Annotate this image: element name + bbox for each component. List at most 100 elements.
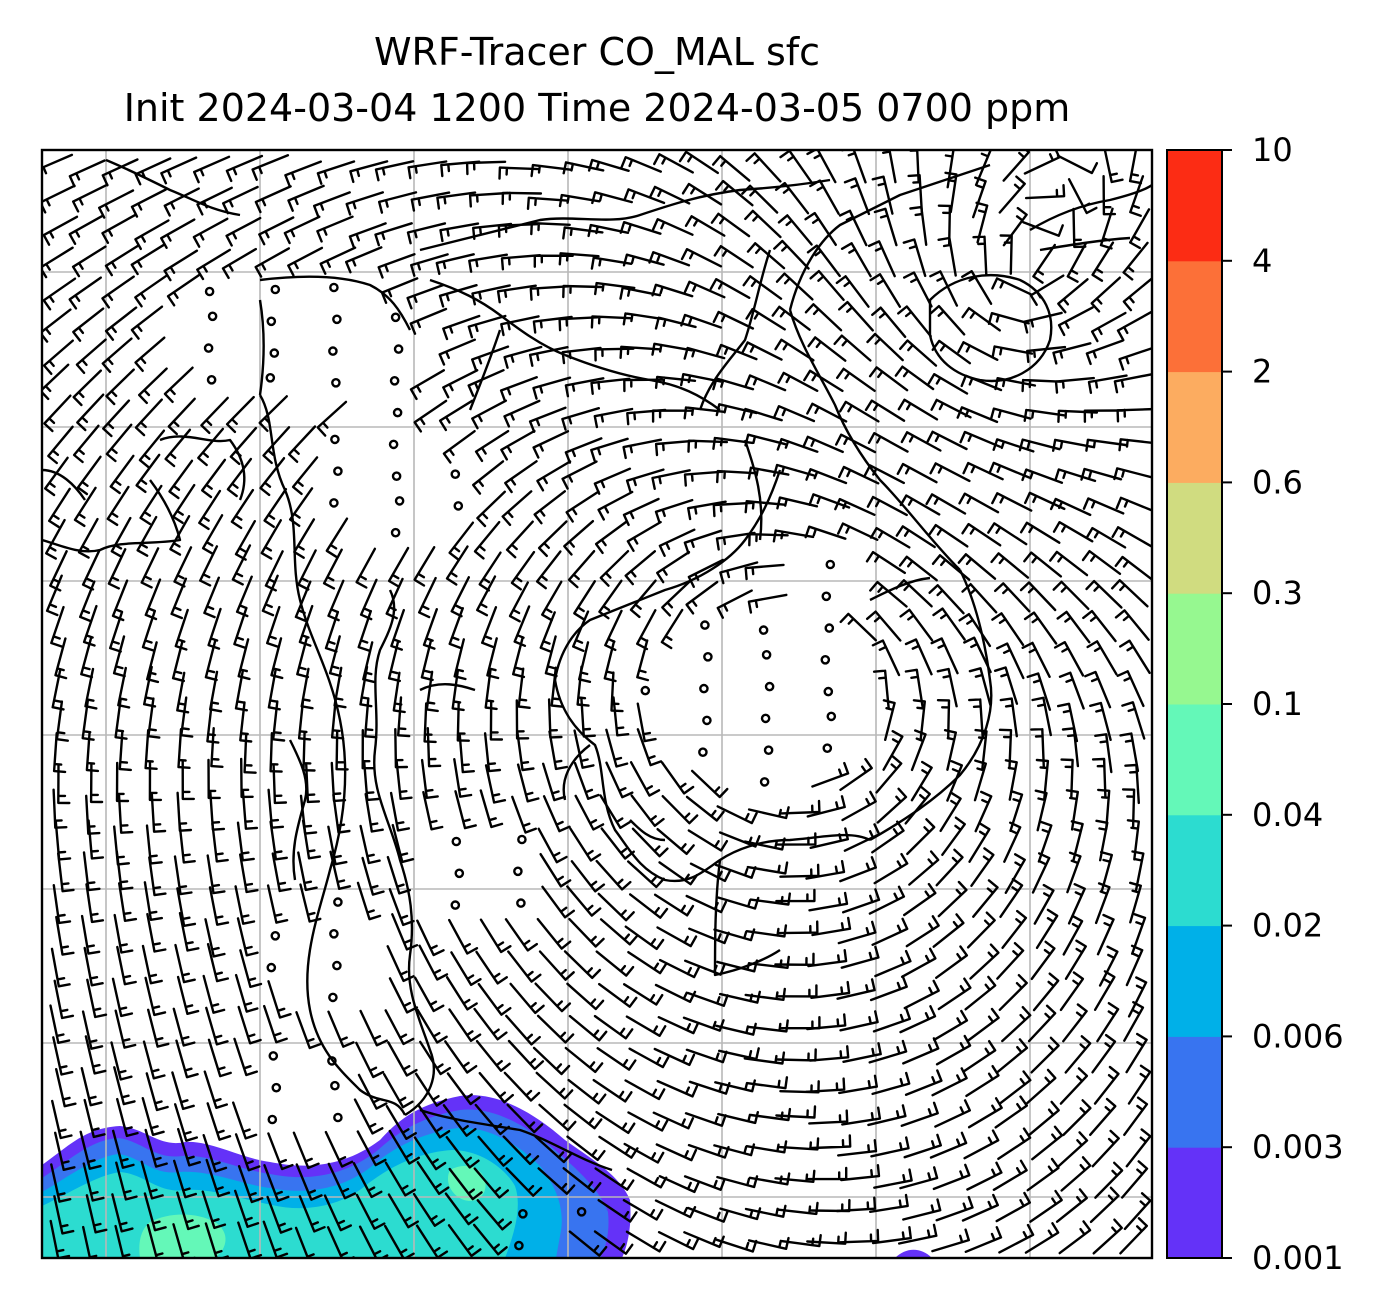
wind-barb [1067, 883, 1086, 925]
colorbar-tick-label: 0.6 [1252, 463, 1303, 501]
wind-barb [599, 918, 639, 946]
wind-barb [266, 1195, 293, 1234]
wind-barb [1121, 1160, 1149, 1199]
wind-barb [590, 437, 629, 462]
wind-barb [384, 1009, 415, 1046]
wind-barb [590, 377, 631, 395]
wind-barb [996, 1038, 1029, 1074]
wind-barb [239, 853, 259, 894]
wind-barb [661, 580, 692, 617]
calm-wind-marker [393, 344, 404, 354]
wind-barb [316, 215, 354, 243]
wind-barb [838, 300, 874, 332]
wind-barb [1057, 278, 1089, 314]
wind-barb [1125, 1128, 1152, 1168]
wind-barb [805, 1077, 846, 1093]
wind-barb [686, 991, 729, 1007]
wind-barb [1089, 1097, 1117, 1136]
wind-barb [805, 860, 846, 880]
wind-barb [287, 425, 317, 463]
wind-barb [654, 1199, 697, 1219]
wind-barb [164, 428, 192, 468]
wind-barb [806, 402, 848, 423]
wind-barb [561, 407, 600, 431]
wind-barb [384, 1161, 416, 1197]
wind-barb [835, 433, 877, 454]
calm-wind-marker [513, 866, 523, 877]
wind-barb [413, 399, 448, 433]
wind-barb [873, 1168, 913, 1189]
wind-barb [349, 160, 389, 184]
wind-barb [871, 1071, 911, 1096]
wind-barb [842, 888, 881, 914]
wind-barb [222, 185, 259, 215]
wind-barb [501, 490, 533, 526]
wind-barb [974, 790, 993, 833]
wind-barb [906, 818, 936, 856]
wind-barb [910, 729, 927, 772]
colorbar-tick-label: 0.3 [1252, 574, 1303, 612]
wind-barb [1121, 701, 1146, 740]
wind-barb [358, 1225, 389, 1258]
wind-barb [599, 794, 631, 830]
wind-barb [517, 667, 531, 709]
wind-barb [991, 345, 1034, 359]
wind-barb [910, 760, 933, 802]
wind-barb [567, 1078, 607, 1105]
wind-barb [1019, 521, 1061, 544]
wind-barb [777, 1201, 819, 1216]
wind-barb [409, 369, 445, 401]
calm-wind-marker [516, 898, 526, 908]
calm-wind-marker [454, 868, 465, 879]
wind-barb [1031, 1125, 1064, 1161]
wind-barb [904, 638, 933, 676]
wind-barb [448, 521, 475, 561]
wind-barb [110, 1041, 133, 1081]
wind-barb [591, 191, 633, 205]
wind-barb [442, 314, 481, 341]
calm-wind-marker [703, 652, 713, 662]
wind-barb [542, 762, 566, 802]
wind-barb [175, 1039, 199, 1079]
wind-barb [1128, 150, 1143, 185]
wind-barb [538, 1103, 577, 1132]
wind-barb [931, 1228, 970, 1253]
wind-barb [51, 1099, 73, 1140]
colorbar: 0.001 0.003 0.006 0.02 0.04 0.1 0.3 0.6 2 4 10 [1166, 131, 1344, 1277]
colorbar-tick-label: 0.001 [1252, 1239, 1344, 1277]
wind-barb [332, 793, 351, 834]
wind-barb [425, 670, 439, 713]
wind-barb [996, 642, 1025, 680]
wind-barb [202, 974, 226, 1014]
wind-barb [484, 764, 507, 804]
wind-barb [745, 308, 786, 331]
wind-barb [592, 1078, 633, 1103]
wind-barb [467, 369, 505, 397]
wind-barb [111, 579, 129, 622]
wind-barb [289, 487, 314, 527]
wind-barb [929, 1131, 968, 1159]
wind-barb [597, 892, 635, 922]
wind-barb [565, 490, 600, 523]
wind-barb [413, 546, 436, 587]
wind-barb [867, 240, 896, 278]
wind-barb [778, 920, 819, 935]
wind-barb [166, 273, 201, 307]
wind-barb [532, 430, 570, 459]
wind-barb [167, 397, 196, 436]
wind-barb [636, 728, 663, 767]
wind-barb [905, 915, 940, 948]
colorbar-segment [1167, 704, 1222, 816]
wind-barb [442, 1104, 477, 1137]
wind-barb [573, 761, 600, 800]
wind-barb [263, 488, 288, 528]
wind-barb [623, 188, 666, 205]
wind-barb [807, 336, 847, 362]
wind-barb [377, 253, 416, 279]
wind-barb [171, 1071, 195, 1111]
wind-barb [1094, 733, 1113, 774]
wind-barb [713, 245, 754, 269]
wind-barb [930, 398, 972, 419]
wind-barb [871, 639, 901, 677]
wind-barb [535, 550, 562, 590]
